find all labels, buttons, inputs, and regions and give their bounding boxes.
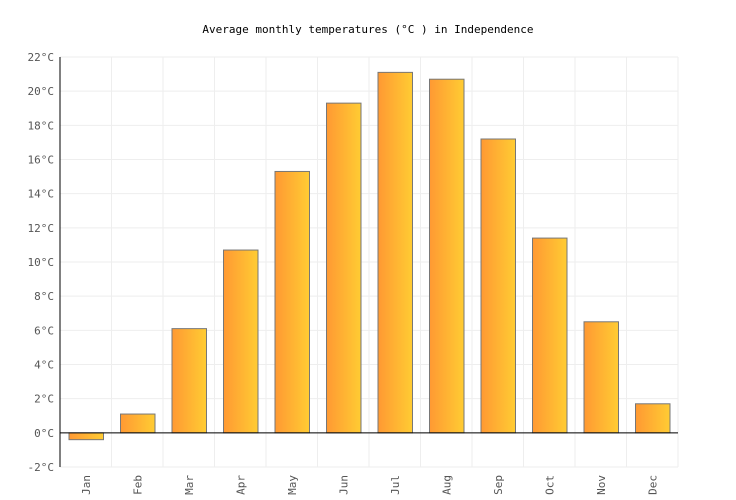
y-tick-label: 18°C: [28, 119, 55, 132]
bar-sep: [480, 138, 516, 434]
y-tick-label: 14°C: [28, 188, 55, 201]
bar-may: [274, 170, 310, 434]
y-tick-label: 16°C: [28, 154, 55, 167]
bar-nov: [583, 321, 619, 434]
y-tick-label: 0°C: [34, 427, 54, 440]
bar-dec: [635, 403, 671, 434]
x-tick-label: Jan: [80, 475, 93, 495]
x-tick-label: Nov: [595, 475, 608, 495]
y-tick-label: 10°C: [28, 256, 55, 269]
y-tick-label: 22°C: [28, 51, 55, 64]
bar-aug: [429, 78, 465, 434]
bar-mar: [171, 328, 207, 434]
y-tick-label: 6°C: [34, 324, 54, 337]
x-tick-label: Feb: [131, 475, 144, 495]
y-tick-label: 2°C: [34, 393, 54, 406]
x-tick-label: Oct: [543, 475, 556, 495]
bar-oct: [532, 237, 568, 434]
y-tick-label: 12°C: [28, 222, 55, 235]
bar-jun: [326, 102, 362, 434]
x-tick-label: May: [286, 475, 299, 495]
y-tick-label: -2°C: [28, 461, 55, 474]
bar-jan: [68, 432, 104, 441]
bar-feb: [120, 413, 156, 434]
x-tick-label: Dec: [646, 475, 659, 495]
x-tick-label: Apr: [234, 475, 247, 495]
bar-jul: [377, 71, 413, 434]
y-tick-label: 20°C: [28, 85, 55, 98]
x-tick-label: Aug: [440, 475, 453, 495]
x-tick-label: Jun: [337, 475, 350, 495]
bar-apr: [223, 249, 259, 434]
y-tick-label: 8°C: [34, 290, 54, 303]
y-tick-label: 4°C: [34, 359, 54, 372]
x-tick-label: Jul: [389, 475, 402, 495]
chart-title: Average monthly temperatures (°C ) in In…: [202, 23, 533, 36]
x-tick-label: Sep: [492, 475, 505, 495]
x-tick-label: Mar: [183, 475, 196, 495]
